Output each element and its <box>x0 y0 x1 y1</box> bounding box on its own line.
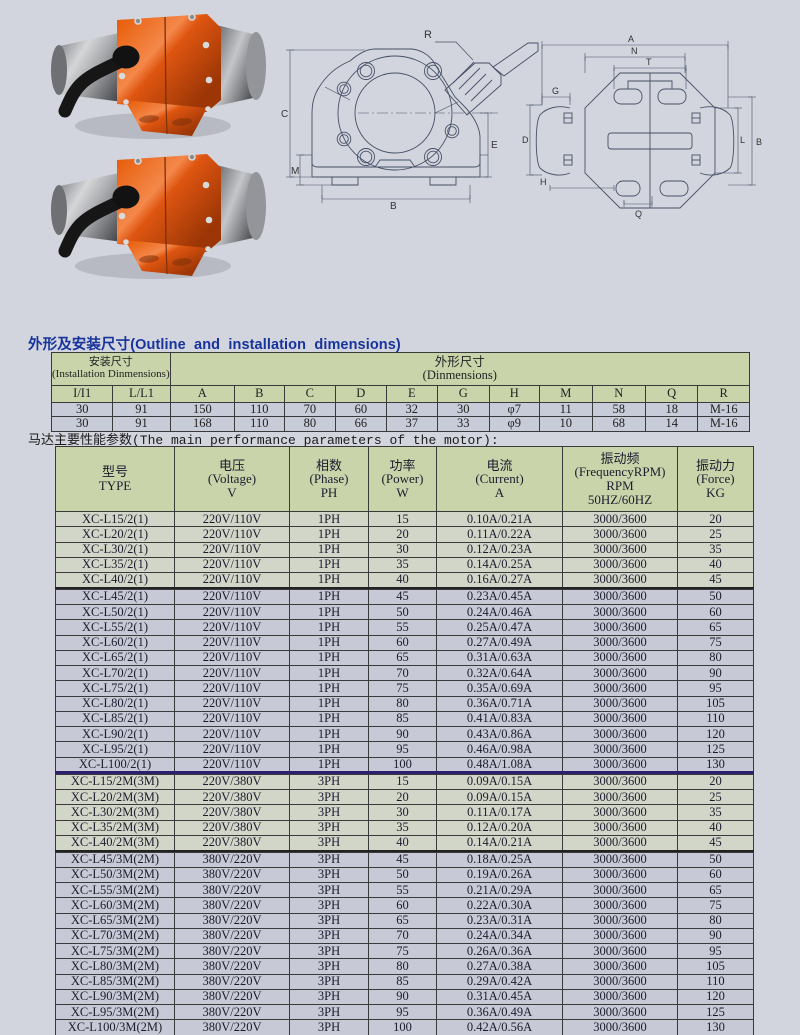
svg-text:E: E <box>491 140 498 151</box>
svg-text:A: A <box>628 34 634 44</box>
svg-text:T: T <box>646 57 652 67</box>
svg-text:B: B <box>390 201 397 212</box>
svg-text:L: L <box>740 135 745 145</box>
svg-text:R: R <box>424 29 432 41</box>
svg-text:D: D <box>522 135 529 145</box>
svg-text:N: N <box>631 46 638 56</box>
svg-text:C: C <box>281 109 288 120</box>
svg-text:G: G <box>552 86 559 96</box>
svg-text:M: M <box>291 166 299 177</box>
svg-text:B: B <box>756 137 762 147</box>
svg-text:Q: Q <box>635 209 642 219</box>
svg-text:H: H <box>540 177 547 187</box>
